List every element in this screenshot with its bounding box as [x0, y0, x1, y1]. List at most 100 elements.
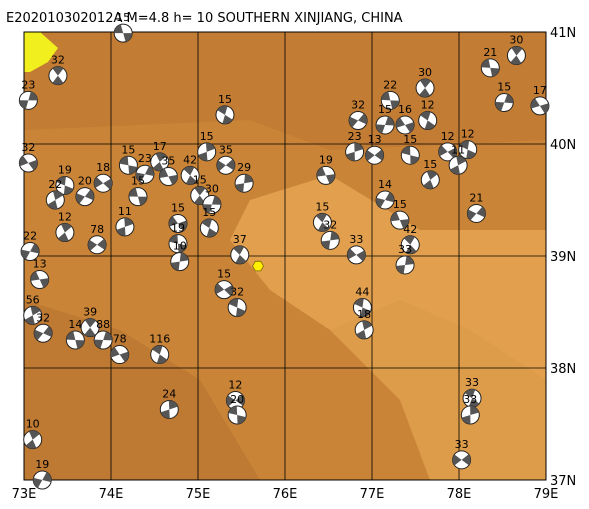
compression-quadrant — [152, 161, 164, 171]
compression-quadrant — [216, 160, 226, 172]
compression-quadrant — [205, 142, 216, 152]
compression-quadrant — [420, 111, 431, 121]
beachball — [348, 110, 368, 130]
depth-label: 33 — [465, 376, 479, 389]
compression-quadrant — [159, 168, 169, 179]
compression-quadrant — [135, 172, 145, 183]
compression-quadrant — [419, 88, 431, 98]
depth-label: 88 — [96, 318, 110, 331]
depth-label: 18 — [96, 161, 110, 174]
beachball — [110, 345, 130, 365]
compression-quadrant — [183, 166, 195, 176]
lat-label: 38N — [550, 362, 576, 377]
compression-quadrant — [365, 149, 375, 161]
depth-label: 15 — [217, 268, 231, 281]
depth-label: 32 — [21, 141, 35, 154]
depth-label: 19 — [319, 153, 333, 166]
depth-label: 20 — [78, 175, 92, 188]
compression-quadrant — [156, 354, 168, 364]
compression-quadrant — [28, 159, 38, 171]
compression-quadrant — [211, 195, 221, 205]
compression-quadrant — [169, 234, 178, 244]
compression-quadrant — [128, 187, 138, 197]
beachball — [55, 175, 75, 195]
depth-label: 39 — [83, 306, 97, 319]
compression-quadrant — [194, 195, 206, 205]
depth-label: 21 — [469, 191, 483, 204]
compression-quadrant — [354, 298, 364, 308]
depth-label: 35 — [219, 143, 233, 156]
depth-label: 15 — [423, 158, 437, 171]
depth-label: 10 — [26, 418, 40, 431]
beachball — [115, 217, 135, 237]
depth-label: 23 — [138, 152, 152, 165]
compression-quadrant — [466, 149, 476, 159]
compression-quadrant — [194, 186, 206, 196]
compression-quadrant — [228, 298, 239, 308]
compression-quadrant — [358, 113, 368, 125]
beachball — [400, 145, 420, 165]
beachball — [316, 165, 336, 185]
compression-quadrant — [490, 67, 500, 77]
depth-label: 32 — [36, 311, 50, 324]
beachball — [390, 210, 410, 230]
beachball — [113, 23, 133, 43]
depth-label: 10 — [173, 240, 187, 253]
compression-quadrant — [58, 232, 69, 242]
depth-label: 17 — [153, 140, 167, 153]
beachball — [460, 405, 480, 425]
beachball — [199, 218, 219, 238]
beachball — [215, 105, 235, 125]
depth-label: 15 — [315, 200, 329, 213]
compression-quadrant — [43, 326, 53, 337]
depth-label: 12 — [58, 210, 72, 223]
lat-label: 41N — [550, 26, 576, 41]
compression-quadrant — [137, 196, 147, 206]
compression-quadrant — [123, 33, 133, 42]
compression-quadrant — [168, 174, 178, 185]
depth-label: 78 — [113, 333, 127, 346]
compression-quadrant — [119, 156, 129, 166]
compression-quadrant — [228, 406, 238, 416]
compression-quadrant — [374, 149, 384, 161]
compression-quadrant — [470, 406, 479, 416]
compression-quadrant — [42, 472, 52, 483]
lon-label: 73E — [12, 487, 37, 502]
beachball — [466, 203, 486, 223]
depth-label: 42 — [403, 223, 417, 236]
compression-quadrant — [235, 254, 247, 264]
depth-label: 116 — [149, 333, 170, 346]
compression-quadrant — [39, 278, 49, 288]
depth-label: 12 — [228, 378, 242, 391]
compression-quadrant — [347, 248, 357, 260]
compression-quadrant — [325, 174, 335, 184]
depth-label: 42 — [183, 153, 197, 166]
compression-quadrant — [202, 204, 212, 214]
beachball — [462, 388, 482, 408]
depth-label: 33 — [398, 243, 412, 256]
beachball — [452, 450, 472, 470]
compression-quadrant — [225, 159, 235, 171]
beachball — [352, 298, 372, 318]
depth-label: 14 — [68, 318, 82, 331]
beachball — [168, 214, 188, 234]
compression-quadrant — [539, 103, 549, 114]
compression-quadrant — [420, 79, 431, 88]
beachball — [93, 173, 113, 193]
compression-quadrant — [144, 166, 154, 177]
depth-label: 15 — [121, 143, 135, 156]
beachball — [234, 173, 254, 193]
beachball — [202, 194, 222, 214]
depth-label: 13 — [368, 133, 382, 146]
compression-quadrant — [404, 235, 415, 245]
depth-label: 22 — [383, 78, 397, 91]
compression-quadrant — [362, 320, 373, 330]
depth-label: 23 — [21, 78, 35, 91]
compression-quadrant — [30, 271, 40, 281]
compression-quadrant — [410, 155, 420, 165]
beachball — [458, 140, 478, 160]
beachball — [438, 142, 458, 162]
compression-quadrant — [66, 331, 76, 340]
depth-label: 30 — [205, 182, 219, 195]
